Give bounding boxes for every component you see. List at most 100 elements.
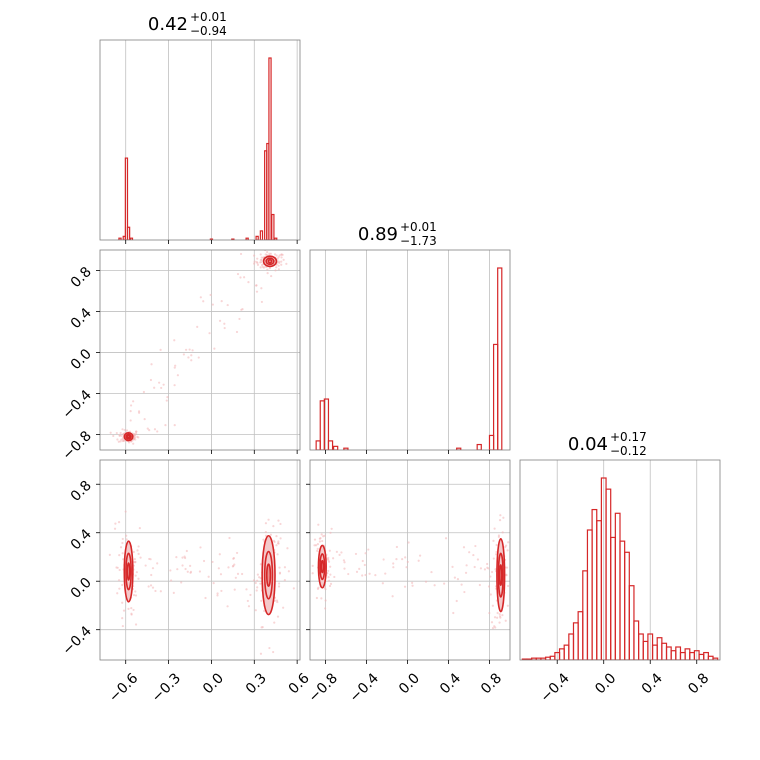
sample-point <box>256 586 259 589</box>
sample-point <box>476 558 480 561</box>
sample-point <box>401 558 404 561</box>
sample-point <box>120 438 123 441</box>
sample-point <box>487 585 491 588</box>
sample-point <box>395 545 399 549</box>
sample-point <box>272 525 275 528</box>
sample-point <box>327 560 331 563</box>
panel-frame <box>99 459 301 661</box>
sample-point <box>275 599 279 602</box>
sample-point <box>272 650 275 654</box>
sample-point <box>333 575 336 579</box>
sample-point <box>150 573 153 577</box>
sample-point <box>264 530 267 534</box>
sample-point <box>153 386 156 389</box>
sample-point <box>150 363 153 366</box>
sample-point <box>212 582 215 585</box>
sample-point <box>187 356 190 359</box>
sample-point <box>268 646 271 650</box>
sample-point <box>213 347 216 350</box>
sample-point <box>228 536 231 540</box>
sample-point <box>124 510 127 513</box>
histogram-bin <box>591 508 598 660</box>
histogram-bin <box>642 640 649 660</box>
sample-point <box>247 281 250 284</box>
sample-point <box>118 554 121 557</box>
sample-point <box>238 317 241 321</box>
panel-p5: −0.4 0.0 0.4 0.8 0.04 +0.17−0.12 <box>519 430 721 706</box>
sample-point <box>347 572 350 576</box>
sample-point <box>159 348 162 351</box>
sample-point <box>123 429 126 432</box>
x-tick-label: 0.0 <box>396 670 423 697</box>
contour-mid <box>125 552 132 591</box>
sample-point <box>142 390 145 394</box>
y-tick-label: 0.4 <box>68 305 95 332</box>
sample-point <box>453 576 456 579</box>
panel-title-value: 0.89 <box>358 224 398 245</box>
sample-point <box>501 614 504 617</box>
sample-point <box>166 396 169 399</box>
sample-point <box>252 579 256 582</box>
panel-frame <box>309 249 511 451</box>
histogram-bin <box>271 213 275 240</box>
panel-p2: −0.6 −0.3 0.0 0.3 0.6−0.40.00.40.8 <box>59 459 313 706</box>
histogram-bin <box>323 398 330 450</box>
sample-point <box>505 566 509 569</box>
sample-point <box>175 556 178 559</box>
contour-mid <box>497 552 504 598</box>
sample-point <box>122 558 125 561</box>
sample-point <box>256 573 259 576</box>
panel-title-plus: +0.17 <box>610 430 647 444</box>
sample-point <box>207 575 210 578</box>
x-tick-label: −0.6 <box>106 670 141 705</box>
sample-point <box>392 566 395 569</box>
sample-point <box>132 442 135 445</box>
sample-point <box>219 573 223 576</box>
sample-point <box>465 564 468 567</box>
histogram-bin <box>126 226 131 240</box>
sample-point <box>487 567 490 570</box>
sample-point <box>430 570 433 574</box>
panel-p3: 0.89 +0.01−1.73 <box>309 220 511 454</box>
histogram-bin <box>707 655 714 660</box>
sample-point <box>121 624 124 628</box>
sample-point <box>256 579 259 582</box>
panel-frame <box>99 249 301 451</box>
sample-point <box>223 322 226 325</box>
histogram-bin <box>633 620 640 660</box>
plot-area <box>108 510 295 655</box>
sample-point <box>280 256 283 259</box>
sample-point <box>129 410 132 413</box>
sample-point <box>276 542 280 545</box>
panel-frame <box>99 39 301 241</box>
sample-point <box>326 572 329 575</box>
histogram-bin <box>327 440 334 450</box>
sample-point <box>226 303 229 307</box>
sample-point <box>172 591 175 594</box>
sample-point <box>125 429 129 432</box>
sample-point <box>223 326 226 330</box>
sample-point <box>277 519 280 522</box>
sample-point <box>507 541 510 544</box>
sample-point <box>268 266 271 270</box>
sample-point <box>174 364 177 367</box>
sample-point <box>280 263 283 266</box>
contour-mid <box>319 553 326 581</box>
sample-point <box>139 556 142 559</box>
panel-title-minus: −0.12 <box>610 444 647 458</box>
x-tick-label: 0.0 <box>200 670 227 697</box>
sample-point <box>260 599 263 602</box>
sample-point <box>235 330 239 334</box>
histogram-bin <box>124 157 129 240</box>
sample-point <box>492 539 495 542</box>
sample-point <box>199 546 202 549</box>
sample-point <box>381 582 384 585</box>
sample-point <box>338 553 341 556</box>
sample-point <box>108 553 111 556</box>
plot-area <box>521 477 719 660</box>
x-tick-label: −0.4 <box>537 670 572 705</box>
sample-point <box>317 523 320 526</box>
sample-point <box>490 621 494 624</box>
sample-point <box>143 418 146 421</box>
panel-p0: 0.42 +0.01−0.94 <box>99 10 301 244</box>
